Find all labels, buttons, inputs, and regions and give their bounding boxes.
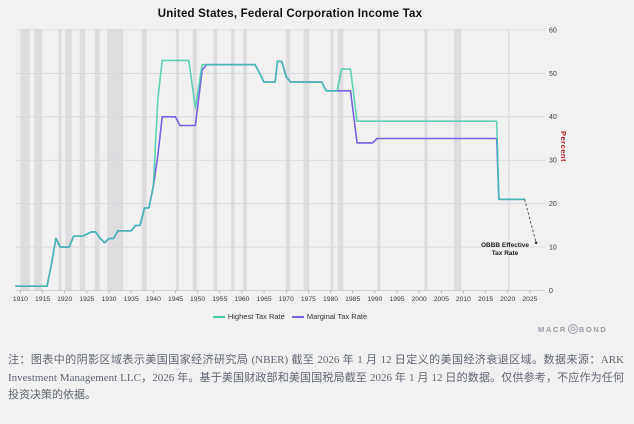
y-tick-label-10: 10 xyxy=(549,245,557,252)
x-tick-label-1935: 1935 xyxy=(124,296,139,303)
x-tick-label-1910: 1910 xyxy=(13,296,28,303)
recession-band xyxy=(377,29,381,291)
x-tick-label-1925: 1925 xyxy=(79,296,94,303)
x-tick-label-1915: 1915 xyxy=(35,296,50,303)
recession-band xyxy=(107,29,124,291)
y-tick-label-30: 30 xyxy=(549,158,557,165)
x-tick-label-1980: 1980 xyxy=(323,296,338,303)
recession-band xyxy=(454,29,462,291)
series-line-marginal-tax-rate xyxy=(15,60,526,288)
legend-item-highest-tax-rate: Highest Tax Rate xyxy=(212,312,285,321)
recession-band xyxy=(65,29,72,291)
recession-band xyxy=(508,29,510,291)
recession-band xyxy=(243,29,247,291)
highest-tax-rate-swatch xyxy=(212,315,225,318)
recession-band xyxy=(141,29,147,291)
recession-band xyxy=(330,29,334,291)
obbb-projection-endpoint xyxy=(534,241,538,244)
chart-legend: Highest Tax Rate Marginal Tax Rate xyxy=(0,312,580,321)
y-axis-unit-label: Percent xyxy=(559,131,568,163)
obbb-projection-line xyxy=(524,199,537,243)
x-tick-label-2010: 2010 xyxy=(456,296,471,303)
recession-band xyxy=(303,29,310,291)
logo-text-pre: MACR xyxy=(538,324,567,334)
y-tick-label-60: 60 xyxy=(549,27,557,34)
x-tick-label-2000: 2000 xyxy=(412,296,427,303)
chart-plot-area: 0 10 20 30 40 50 60 1910 1915 1920 1925 1930 1935 194… xyxy=(13,27,557,303)
recession-band xyxy=(213,29,218,291)
recession-band xyxy=(58,29,62,291)
x-tick-label-2015: 2015 xyxy=(478,296,493,303)
series-line-highest-tax-rate xyxy=(15,59,526,288)
macrobond-logo: MACR O BOND xyxy=(538,324,607,334)
x-tick-label-1960: 1960 xyxy=(234,296,249,303)
recession-band xyxy=(94,29,100,291)
recession-band xyxy=(175,29,179,291)
recession-band xyxy=(192,29,197,291)
y-tick-label-0: 0 xyxy=(549,288,553,295)
legend-label-marginal: Marginal Tax Rate xyxy=(306,312,368,321)
chart-title: United States, Federal Corporation Incom… xyxy=(157,8,423,20)
disclaimer-note: 注：图表中的阴影区域表示美国国家经济研究局 (NBER) 截至 2026 年 1… xyxy=(8,354,624,401)
recession-band xyxy=(424,29,428,291)
x-tick-label-1990: 1990 xyxy=(367,296,382,303)
x-tick-label-2005: 2005 xyxy=(434,296,449,303)
x-tick-label-1985: 1985 xyxy=(345,296,360,303)
recession-band xyxy=(231,29,235,291)
x-tick-label-1950: 1950 xyxy=(190,296,205,303)
x-tick-label-2025: 2025 xyxy=(522,296,537,303)
x-tick-label-1920: 1920 xyxy=(57,296,72,303)
x-tick-label-1945: 1945 xyxy=(168,296,183,303)
logo-circled-o: O xyxy=(567,324,578,334)
annotation-obbb-label: OBBB Effective Tax Rate xyxy=(480,242,530,257)
y-tick-label-40: 40 xyxy=(549,114,557,121)
x-tick-label-1995: 1995 xyxy=(389,296,404,303)
recession-band xyxy=(34,29,43,291)
x-tick-label-1975: 1975 xyxy=(301,296,316,303)
marginal-tax-rate-swatch xyxy=(291,315,304,318)
legend-label-highest: Highest Tax Rate xyxy=(227,312,285,321)
recession-band xyxy=(285,29,291,291)
logo-text-post: BOND xyxy=(578,324,608,334)
y-tick-label-50: 50 xyxy=(549,71,557,78)
x-tick-label-1965: 1965 xyxy=(257,296,272,303)
x-tick-label-2020: 2020 xyxy=(500,296,515,303)
recession-band xyxy=(20,29,30,291)
x-tick-label-1940: 1940 xyxy=(146,296,161,303)
recession-band xyxy=(79,29,86,291)
x-tick-label-1955: 1955 xyxy=(212,296,227,303)
x-tick-label-1970: 1970 xyxy=(279,296,294,303)
legend-item-marginal-tax-rate: Marginal Tax Rate xyxy=(291,312,368,321)
recession-band xyxy=(337,29,344,291)
y-tick-label-20: 20 xyxy=(549,201,557,208)
x-tick-label-1930: 1930 xyxy=(101,296,116,303)
